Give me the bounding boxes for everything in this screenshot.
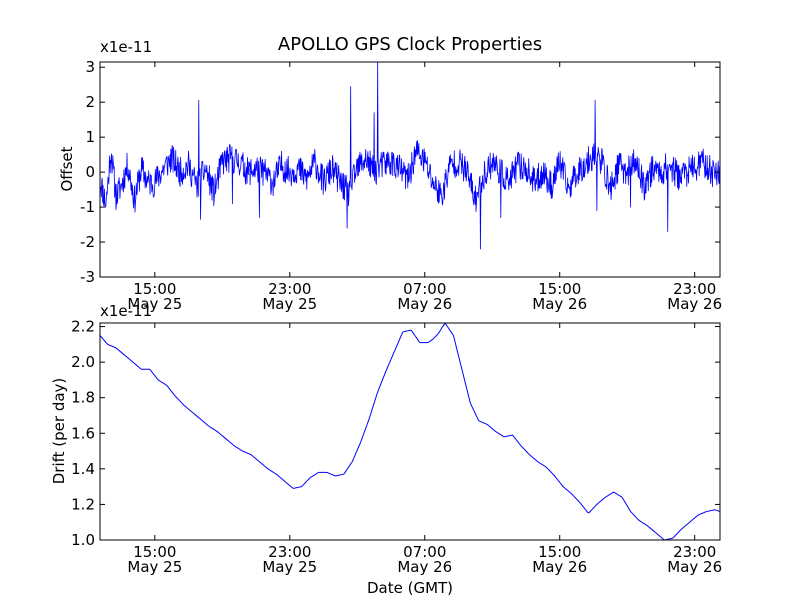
drift-x-tick-date-label: May 26 xyxy=(532,558,587,576)
offset-y-tick-label: 3 xyxy=(85,58,95,76)
drift-y-tick-label: 1.0 xyxy=(71,531,95,549)
offset-x-tick-time-label: 07:00 xyxy=(403,280,446,298)
drift-x-tick-date-label: May 26 xyxy=(397,558,452,576)
drift-scale-label: x1e-11 xyxy=(100,302,152,320)
drift-x-tick-time-label: 23:00 xyxy=(673,543,716,561)
drift-y-tick-label: 1.6 xyxy=(71,424,95,442)
offset-y-tick-label: -3 xyxy=(80,268,95,286)
drift-x-tick-date-label: May 26 xyxy=(667,558,722,576)
offset-y-tick-label: -2 xyxy=(80,233,95,251)
drift-y-axis-label: Drift (per day) xyxy=(50,378,68,485)
drift-x-tick-time-label: 07:00 xyxy=(403,543,446,561)
drift-series-line xyxy=(99,322,721,541)
drift-y-tick-label: 1.8 xyxy=(71,389,95,407)
offset-x-tick-date-label: May 25 xyxy=(262,295,317,313)
offset-x-tick-date-label: May 25 xyxy=(127,295,182,313)
drift-x-tick-time-label: 23:00 xyxy=(268,543,311,561)
drift-x-tick-date-label: May 25 xyxy=(262,558,317,576)
drift-axes-frame xyxy=(99,322,721,541)
offset-y-tick-label: 2 xyxy=(85,93,95,111)
drift-y-tick-label: 2.0 xyxy=(71,353,95,371)
offset-series-line xyxy=(99,61,721,250)
offset-y-axis-label: Offset xyxy=(58,146,76,191)
drift-x-tick-time-label: 15:00 xyxy=(538,543,581,561)
offset-x-tick-date-label: May 26 xyxy=(397,295,452,313)
offset-scale-label: x1e-11 xyxy=(100,38,152,56)
offset-y-tick-label: -1 xyxy=(80,198,95,216)
drift-y-tick-label: 2.2 xyxy=(71,318,95,336)
offset-x-tick-time-label: 15:00 xyxy=(133,280,176,298)
drift-y-tick-label: 1.4 xyxy=(71,460,95,478)
offset-axes-frame xyxy=(99,61,721,278)
offset-x-tick-date-label: May 26 xyxy=(532,295,587,313)
offset-x-tick-time-label: 15:00 xyxy=(538,280,581,298)
offset-x-tick-time-label: 23:00 xyxy=(673,280,716,298)
offset-x-tick-date-label: May 26 xyxy=(667,295,722,313)
offset-y-tick-label: 1 xyxy=(85,128,95,146)
drift-x-tick-time-label: 15:00 xyxy=(133,543,176,561)
chart-title: APOLLO GPS Clock Properties xyxy=(278,34,542,55)
offset-x-tick-time-label: 23:00 xyxy=(268,280,311,298)
x-axis-label: Date (GMT) xyxy=(367,579,453,597)
offset-y-tick-label: 0 xyxy=(85,163,95,181)
drift-y-tick-label: 1.2 xyxy=(71,495,95,513)
drift-x-tick-date-label: May 25 xyxy=(127,558,182,576)
